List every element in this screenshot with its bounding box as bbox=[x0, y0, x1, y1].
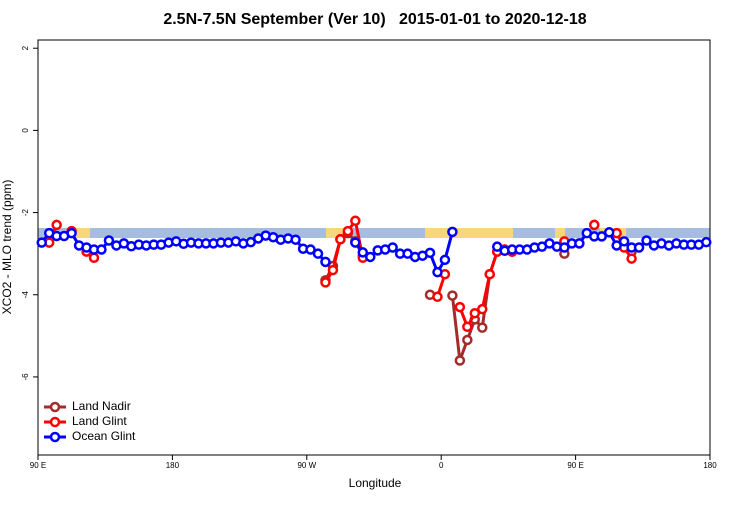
point bbox=[641, 235, 652, 246]
point bbox=[365, 251, 376, 263]
plot-frame bbox=[37, 39, 711, 456]
point bbox=[350, 215, 361, 227]
point bbox=[320, 277, 331, 288]
legend-marker bbox=[49, 416, 61, 428]
ocean-band bbox=[38, 228, 710, 238]
legend-marker bbox=[49, 431, 61, 443]
point bbox=[596, 231, 607, 242]
chart-title: 2.5N-7.5N September (Ver 10) 2015-01-01 … bbox=[163, 11, 586, 28]
point bbox=[432, 266, 443, 278]
point bbox=[618, 236, 630, 247]
point bbox=[603, 227, 615, 238]
point bbox=[462, 321, 473, 333]
point bbox=[432, 291, 443, 303]
point bbox=[312, 248, 324, 259]
point bbox=[66, 227, 77, 239]
point bbox=[589, 219, 600, 231]
point bbox=[424, 247, 436, 259]
point bbox=[103, 235, 115, 246]
x-tick-label: 90 W bbox=[297, 461, 316, 470]
land-band bbox=[74, 228, 90, 238]
point bbox=[320, 256, 331, 268]
x-axis-label: Longitude bbox=[349, 476, 402, 490]
point bbox=[447, 226, 458, 238]
y-axis-label: XCO2 - MLO trend (ppm) bbox=[0, 180, 14, 315]
point bbox=[88, 252, 100, 264]
land-band bbox=[326, 228, 352, 238]
legend-marker bbox=[49, 401, 61, 413]
point bbox=[477, 322, 488, 333]
point bbox=[454, 301, 466, 313]
point bbox=[559, 242, 570, 253]
point bbox=[51, 219, 62, 231]
point bbox=[305, 244, 316, 255]
point bbox=[387, 242, 398, 253]
point bbox=[350, 237, 361, 248]
point bbox=[701, 236, 712, 248]
land-band bbox=[425, 228, 513, 238]
y-tick-label: -2 bbox=[21, 208, 30, 216]
x-tick-label: 0 bbox=[439, 461, 444, 470]
point bbox=[439, 254, 451, 266]
y-tick-label: 0 bbox=[21, 128, 30, 133]
y-tick-label: 2 bbox=[21, 45, 30, 50]
y-tick-label: -6 bbox=[21, 373, 30, 381]
point bbox=[491, 241, 503, 252]
x-tick-label: 90 E bbox=[30, 461, 46, 470]
x-tick-label: 180 bbox=[703, 461, 717, 470]
y-tick-label: -4 bbox=[21, 291, 30, 299]
point bbox=[357, 247, 369, 258]
x-tick-label: 180 bbox=[166, 461, 180, 470]
legend-label: Land Glint bbox=[72, 414, 127, 428]
legend-label: Ocean Glint bbox=[72, 429, 136, 443]
point bbox=[462, 334, 473, 346]
point bbox=[611, 240, 622, 251]
point bbox=[447, 290, 458, 301]
point bbox=[484, 268, 495, 280]
legend-label: Land Nadir bbox=[72, 399, 131, 413]
point bbox=[469, 307, 481, 319]
land-band bbox=[555, 228, 565, 238]
point bbox=[96, 244, 107, 255]
point bbox=[454, 355, 466, 366]
point bbox=[626, 253, 637, 264]
point bbox=[633, 242, 645, 253]
point bbox=[477, 303, 488, 315]
series bbox=[36, 226, 712, 278]
point bbox=[290, 234, 301, 245]
point bbox=[342, 225, 354, 237]
x-tick-label: 90 E bbox=[567, 461, 583, 470]
point bbox=[574, 238, 585, 249]
point bbox=[335, 234, 346, 245]
point bbox=[327, 264, 339, 276]
point bbox=[36, 237, 47, 248]
